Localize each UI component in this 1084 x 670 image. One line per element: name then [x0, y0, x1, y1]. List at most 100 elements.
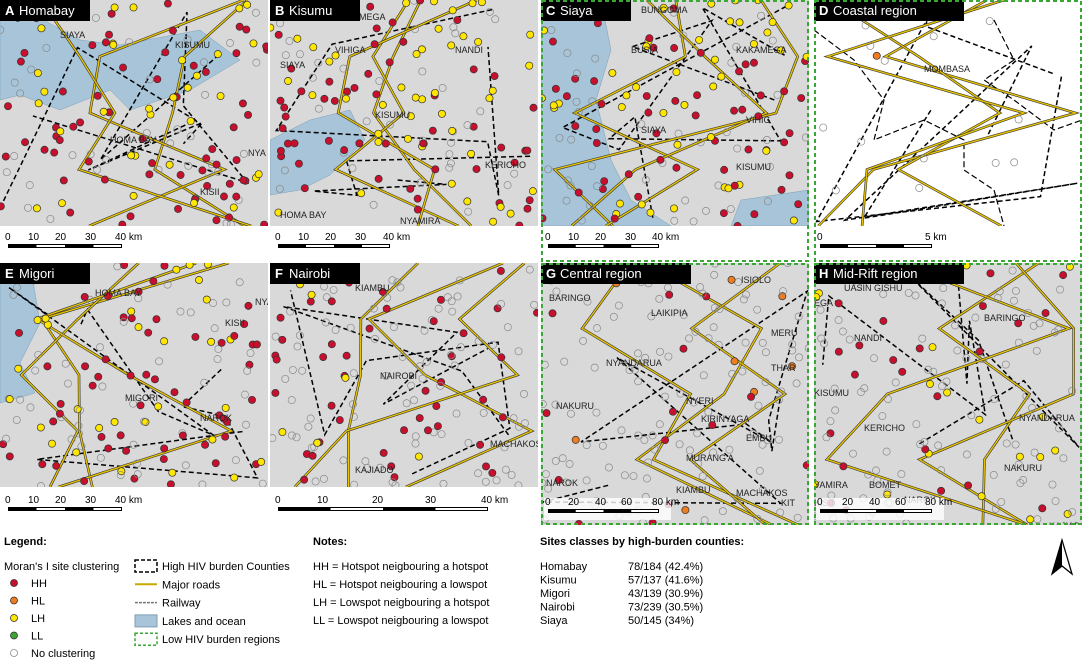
- site: [40, 145, 49, 154]
- place-name: UASIN GISHU: [844, 283, 903, 293]
- site: [1010, 158, 1019, 167]
- site: [403, 134, 412, 143]
- site: [374, 174, 383, 183]
- site: [738, 367, 747, 376]
- site: [243, 0, 252, 9]
- site: [680, 101, 689, 109]
- panel-title-box: [270, 0, 360, 21]
- site: [562, 92, 571, 101]
- site: [262, 42, 268, 51]
- site: [525, 196, 534, 205]
- site: [155, 357, 163, 366]
- place-name: NANDI: [854, 333, 882, 343]
- site: [211, 459, 220, 468]
- place-name: MACHAKOS: [736, 488, 788, 498]
- site: [230, 473, 239, 482]
- site: [348, 164, 357, 173]
- site: [929, 367, 938, 376]
- panel-title-box: [814, 263, 964, 284]
- site: [520, 419, 529, 428]
- site: [214, 344, 223, 353]
- site: [679, 344, 688, 353]
- place-name: KAJIADO: [355, 465, 394, 475]
- site: [116, 431, 125, 440]
- site: [375, 77, 384, 85]
- site: [339, 64, 348, 73]
- place-name: KISUMU: [736, 162, 771, 172]
- site: [295, 50, 304, 59]
- site: [541, 400, 547, 409]
- site: [325, 77, 334, 86]
- site: [183, 35, 192, 44]
- place-name: NAKURU: [556, 401, 594, 411]
- place-name: ISIOLO: [741, 275, 771, 285]
- site: [307, 290, 316, 299]
- site: [634, 349, 642, 358]
- site: [993, 294, 1002, 303]
- place-name: NYA: [255, 297, 273, 307]
- site: [698, 472, 707, 481]
- site: [340, 146, 349, 155]
- site: [306, 414, 315, 423]
- site: [503, 181, 512, 190]
- site: [857, 388, 865, 397]
- site: [27, 65, 36, 74]
- scale-bar-white: [306, 245, 334, 247]
- scale-label: 20: [55, 232, 67, 243]
- site: [1051, 497, 1060, 505]
- panel-letter: F: [275, 266, 283, 281]
- site: [329, 286, 338, 294]
- place-name: KISUMU: [375, 110, 410, 120]
- county-border: [289, 290, 511, 475]
- site: [641, 175, 650, 184]
- site: [656, 155, 665, 164]
- note-line: HL = Hotspot neigbouring a lowspot: [313, 579, 487, 591]
- site: [95, 424, 104, 432]
- site: [733, 494, 742, 503]
- site: [962, 263, 971, 270]
- site: [583, 297, 592, 306]
- site: [754, 112, 763, 121]
- site: [398, 352, 407, 361]
- site: [271, 332, 280, 341]
- site: [614, 301, 623, 310]
- site: [704, 334, 713, 343]
- site: [661, 392, 669, 401]
- site: [99, 107, 108, 116]
- site: [280, 103, 289, 112]
- site: [777, 387, 786, 396]
- site: [37, 24, 46, 33]
- site: [567, 409, 575, 418]
- site: [148, 159, 157, 168]
- site: [710, 270, 719, 279]
- site: [154, 165, 163, 174]
- site: [592, 125, 601, 134]
- site: [870, 354, 878, 363]
- map-panel: KIAMBU NAIROBI MACHAKOS KAJIADO 0 10 20 30 40 km…: [270, 263, 538, 525]
- site: [744, 145, 753, 154]
- place-name: BARINGO: [984, 313, 1026, 323]
- site: [342, 94, 350, 103]
- site: [915, 344, 924, 353]
- site: [293, 342, 302, 351]
- site: [159, 455, 168, 463]
- scale-label: 30: [625, 232, 637, 243]
- site: [240, 390, 249, 399]
- site: [648, 518, 657, 525]
- site: [562, 196, 571, 205]
- site: [937, 466, 946, 475]
- site: [145, 170, 154, 179]
- site: [431, 88, 439, 97]
- site: [453, 16, 462, 25]
- site: [523, 204, 532, 213]
- site: [463, 197, 472, 206]
- site: [168, 468, 177, 477]
- major-road: [88, 0, 244, 227]
- site: [617, 426, 626, 435]
- site: [647, 312, 656, 321]
- site-count: 50/145 (34%): [628, 615, 694, 627]
- site: [324, 136, 333, 145]
- scale-label: 0: [545, 232, 551, 243]
- site: [416, 178, 425, 187]
